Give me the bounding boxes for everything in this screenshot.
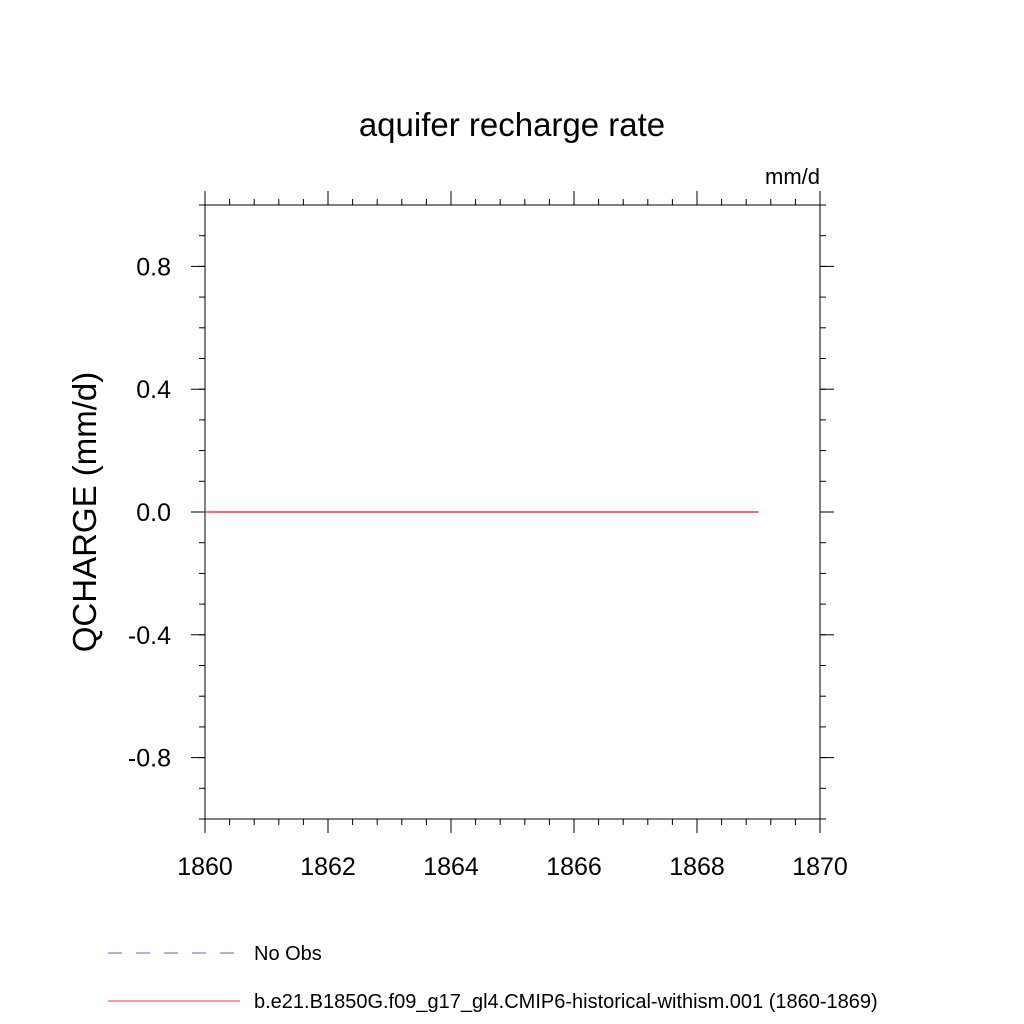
x-tick-label: 1862 [300,853,356,881]
y-tick-label: 0.8 [136,253,171,281]
legend-label: b.e21.B1850G.f09_g17_gl4.CMIP6-historica… [254,991,878,1013]
x-tick-label: 1868 [669,853,725,881]
chart-title: aquifer recharge rate [359,106,665,143]
x-tick-label: 1860 [177,853,233,881]
tick-labels: 1860 1862 1864 1866 1868 1870 0.8 0.4 0.0 -0.4 -0.… [128,253,848,881]
x-tick-label: 1864 [423,853,479,881]
y-tick-label: 0.4 [136,376,171,404]
y-tick-label: -0.8 [128,745,171,773]
legend-label: No Obs [254,943,322,965]
y-axis-label: QCHARGE (mm/d) [66,372,103,653]
x-tick-label: 1870 [792,853,848,881]
x-tick-label: 1866 [546,853,602,881]
units-label: mm/d [765,164,820,189]
y-tick-label: 0.0 [136,499,171,527]
y-tick-label: -0.4 [128,622,171,650]
legend: No Obs b.e21.B1850G.f09_g17_gl4.CMIP6-his… [108,943,878,1013]
axis-ticks [191,191,834,833]
